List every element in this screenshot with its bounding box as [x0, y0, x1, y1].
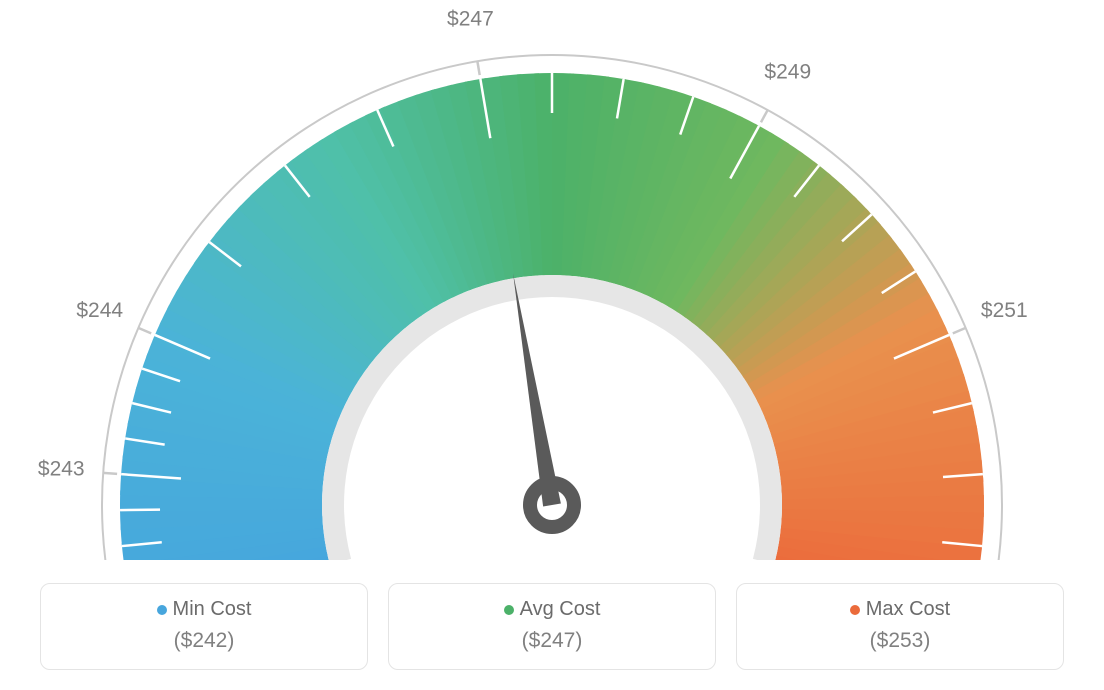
legend-label-max: Max Cost: [866, 598, 950, 620]
legend-title-max: Max Cost: [747, 598, 1053, 621]
legend-value-min: ($242): [51, 629, 357, 653]
legend-dot-max: [850, 605, 860, 615]
legend-card-avg: Avg Cost ($247): [388, 583, 716, 670]
legend-label-min: Min Cost: [173, 598, 252, 620]
svg-text:$247: $247: [447, 7, 494, 30]
legend-label-avg: Avg Cost: [520, 598, 601, 620]
gauge-svg: $242$243$244$247$249$251$253: [0, 0, 1104, 560]
svg-text:$251: $251: [981, 299, 1028, 322]
svg-text:$244: $244: [76, 299, 123, 322]
legend-value-avg: ($247): [399, 629, 705, 653]
legend-card-max: Max Cost ($253): [736, 583, 1064, 670]
legend-title-avg: Avg Cost: [399, 598, 705, 621]
svg-text:$249: $249: [764, 61, 811, 84]
legend-title-min: Min Cost: [51, 598, 357, 621]
svg-text:$243: $243: [38, 457, 85, 480]
gauge-chart: $242$243$244$247$249$251$253: [0, 0, 1104, 560]
legend-dot-min: [157, 605, 167, 615]
cost-gauge-widget: $242$243$244$247$249$251$253 Min Cost ($…: [0, 0, 1104, 690]
legend-value-max: ($253): [747, 629, 1053, 653]
legend-dot-avg: [504, 605, 514, 615]
legend-row: Min Cost ($242) Avg Cost ($247) Max Cost…: [0, 583, 1104, 670]
legend-card-min: Min Cost ($242): [40, 583, 368, 670]
